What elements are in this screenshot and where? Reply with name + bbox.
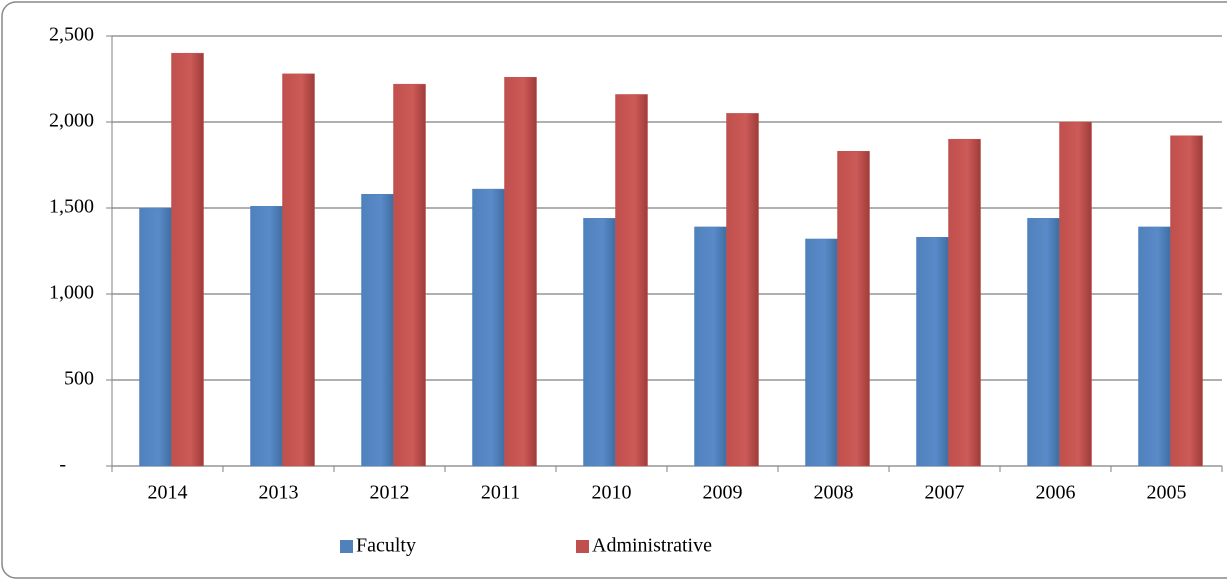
y-tick-label: 1,500 xyxy=(49,196,94,218)
x-tick-label: 2014 xyxy=(148,482,188,504)
bar xyxy=(171,52,204,467)
x-tick-label: 2012 xyxy=(370,482,410,504)
bar xyxy=(837,150,870,467)
bar xyxy=(1027,218,1060,467)
bar xyxy=(361,193,394,467)
legend-swatch xyxy=(576,540,589,553)
bar xyxy=(1138,226,1171,467)
bar xyxy=(583,218,616,467)
y-tick-label: 2,000 xyxy=(49,110,94,132)
bar xyxy=(948,138,981,467)
legend-label: Administrative xyxy=(592,535,712,557)
x-tick-label: 2006 xyxy=(1036,482,1076,504)
bar xyxy=(472,188,505,467)
bar xyxy=(1059,121,1092,467)
y-tick-label: - xyxy=(59,454,66,476)
x-tick-label: 2007 xyxy=(925,482,965,504)
bar xyxy=(282,73,315,467)
x-tick-label: 2013 xyxy=(259,482,299,504)
bar xyxy=(504,77,537,467)
bar xyxy=(615,94,648,467)
bar xyxy=(694,226,727,467)
bar xyxy=(726,113,759,467)
legend-label: Faculty xyxy=(356,535,416,557)
bar xyxy=(139,207,172,467)
y-tick-label: 1,000 xyxy=(49,282,94,304)
bar xyxy=(1170,135,1203,467)
x-tick-label: 2011 xyxy=(481,482,520,504)
x-tick-label: 2008 xyxy=(814,482,854,504)
bar xyxy=(805,238,838,467)
y-tick-label: 2,500 xyxy=(49,24,94,46)
y-tick-label: 500 xyxy=(64,368,94,390)
legend-swatch xyxy=(340,540,353,553)
x-tick-label: 2005 xyxy=(1147,482,1187,504)
bar xyxy=(393,83,426,467)
x-tick-label: 2009 xyxy=(703,482,743,504)
bar xyxy=(916,236,949,467)
bar xyxy=(250,206,283,467)
x-tick-label: 2010 xyxy=(592,482,632,504)
